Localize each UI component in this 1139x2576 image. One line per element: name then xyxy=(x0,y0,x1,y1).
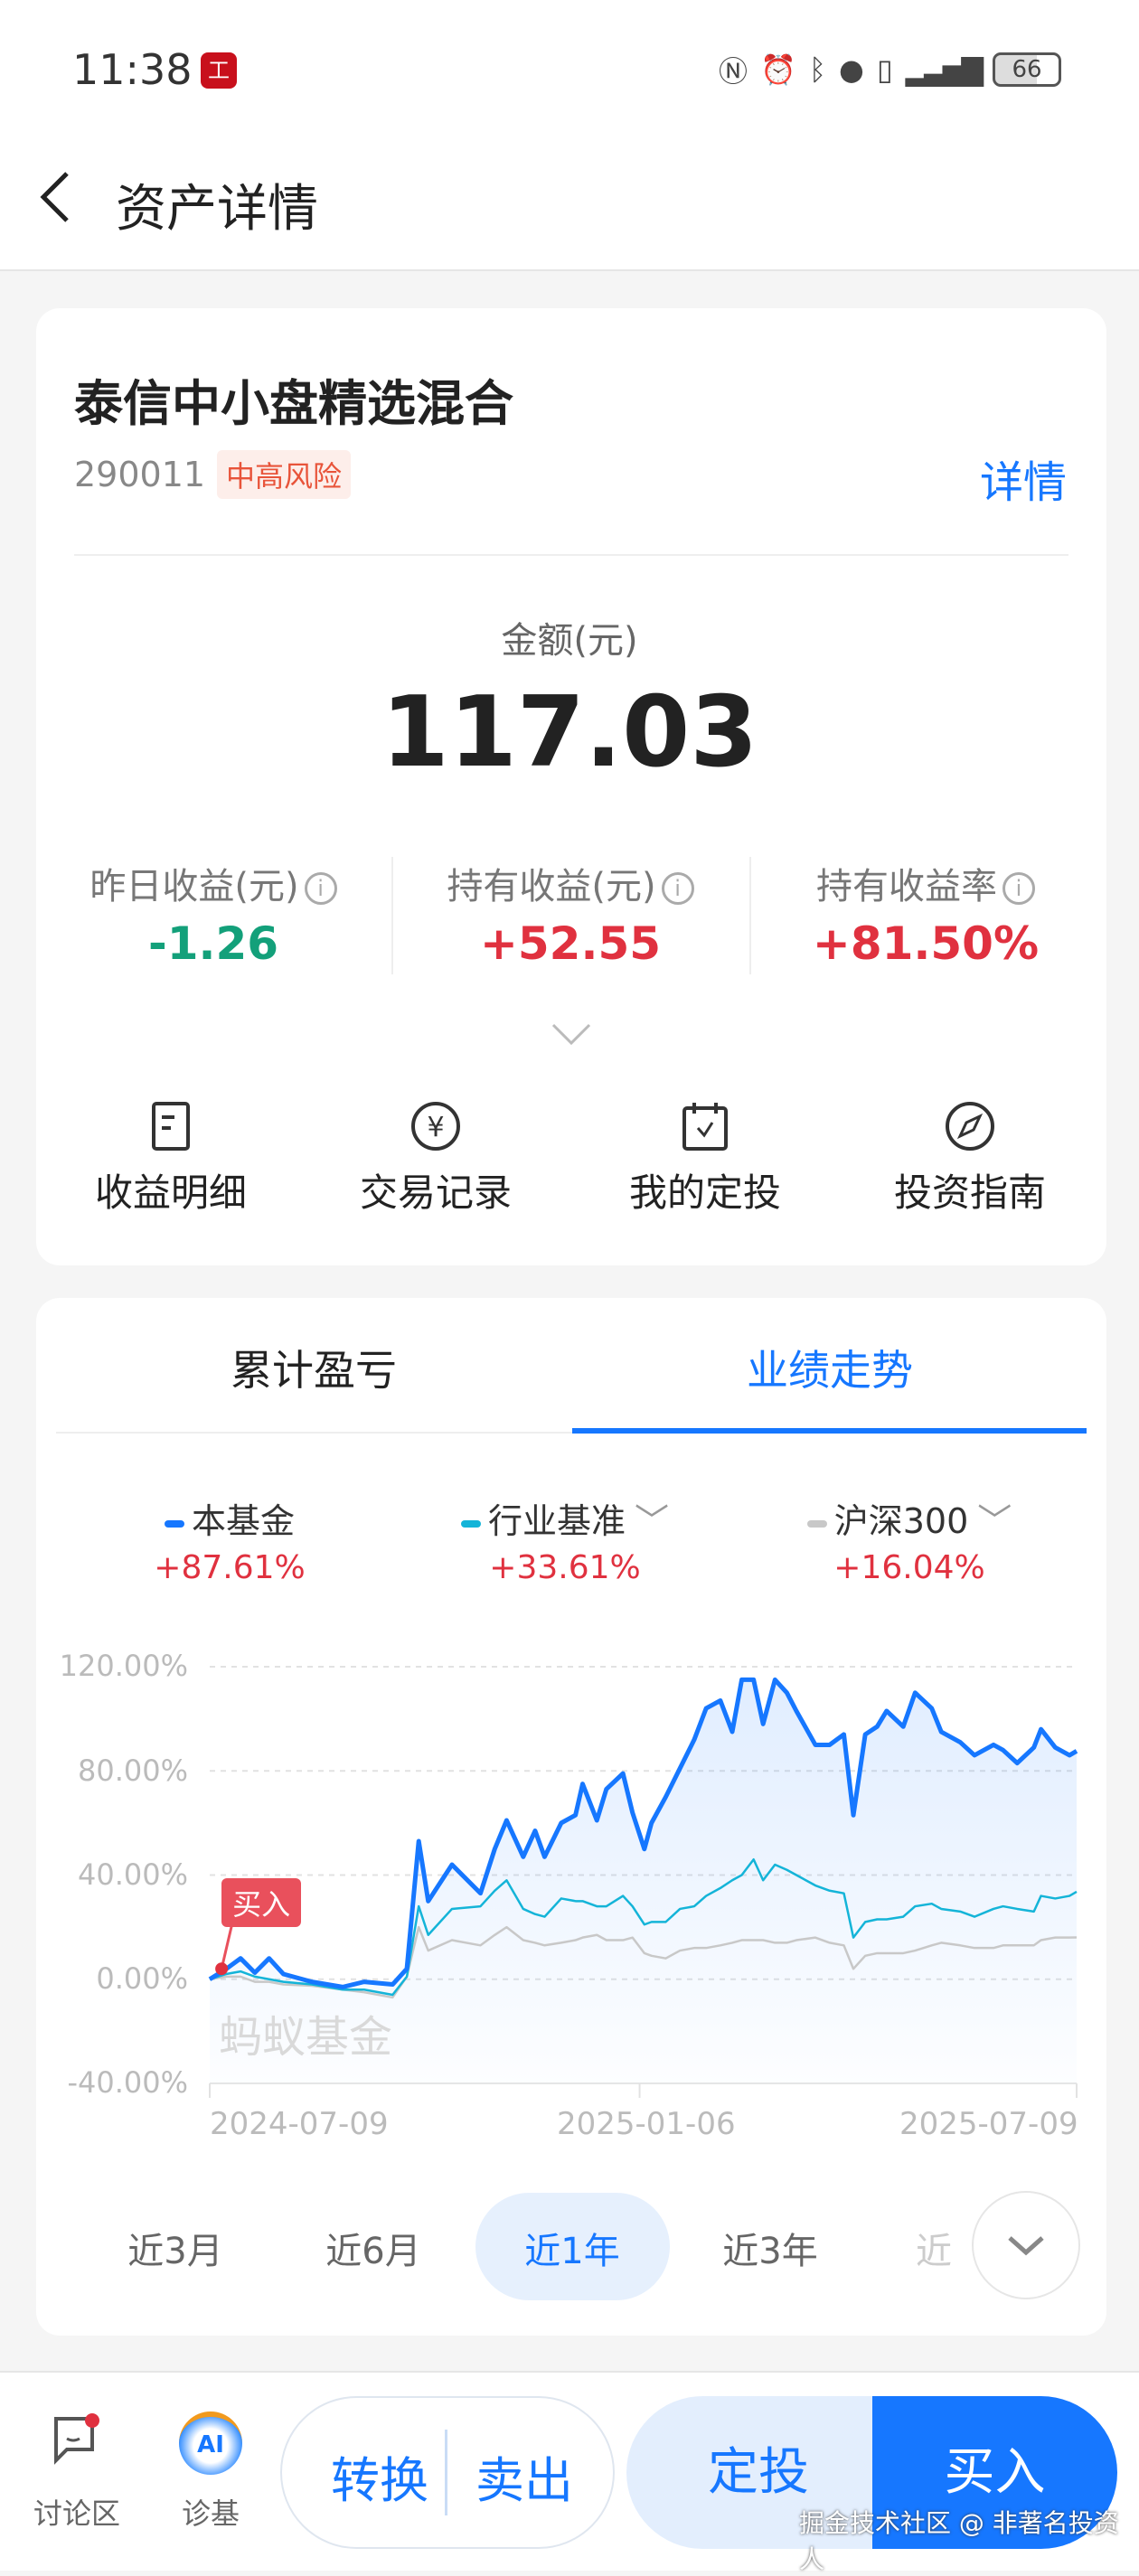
series-line-fund xyxy=(208,1677,1078,1989)
stat-label: 昨日收益(元) xyxy=(89,866,299,907)
stat-holding-label: 持有收益(元) i xyxy=(394,857,747,909)
expand-chevron-icon[interactable] xyxy=(551,1023,591,1050)
period-3m[interactable]: 近3月 xyxy=(127,2231,223,2272)
chart-watermark: 蚂蚁基金 xyxy=(219,2012,393,2063)
period-3y[interactable]: 近3年 xyxy=(722,2231,818,2272)
legend-csi300[interactable]: 沪深300 ﹀ xyxy=(738,1493,1081,1543)
legend-swatch xyxy=(806,1519,827,1528)
top-bar xyxy=(0,0,1139,271)
source-watermark: 掘金技术社区 @ 非著名投资人 xyxy=(799,2508,1119,2574)
bank-app-icon: 工 xyxy=(201,52,237,89)
x-tick-label: 2024-07-09 xyxy=(210,2106,389,2142)
performance-chart xyxy=(208,1666,1078,2098)
calendar-check-icon xyxy=(588,1101,823,1152)
sip-buy-group: 定投 买入 xyxy=(626,2396,1117,2549)
legend-swatch xyxy=(460,1519,481,1528)
bluetooth-icon: ᛒ xyxy=(808,52,827,87)
period-6m[interactable]: 近6月 xyxy=(325,2231,421,2272)
buy-button[interactable]: 买入 xyxy=(872,2396,1117,2549)
legend-swatch xyxy=(164,1519,184,1528)
detail-link[interactable]: 详情 xyxy=(979,457,1067,508)
stat-yesterday-value: -1.26 xyxy=(147,917,279,970)
period-more[interactable]: 近 xyxy=(916,2231,952,2272)
location-icon: ● xyxy=(839,52,864,87)
y-tick-label: 0.00% xyxy=(96,1961,188,1996)
y-tick-label: 120.00% xyxy=(59,1649,188,1683)
divider xyxy=(445,2430,447,2515)
nfc-icon: Ⓝ xyxy=(718,54,748,89)
diagnose-label[interactable]: 诊基 xyxy=(181,2496,240,2531)
amount-value: 117.03 xyxy=(381,676,758,789)
buy-marker-dot xyxy=(215,1962,229,1976)
active-tab-indicator xyxy=(572,1428,1087,1434)
legend-industry[interactable]: 行业基准 ﹀ xyxy=(393,1493,737,1543)
y-tick-label: 40.00% xyxy=(77,1857,188,1892)
back-button[interactable] xyxy=(36,170,72,224)
x-tick-label: 2025-01-06 xyxy=(557,2106,736,2142)
convert-sell-group xyxy=(280,2396,615,2549)
fund-name: 泰信中小盘精选混合 xyxy=(74,375,513,432)
status-icons: Ⓝ ⏰ ᛒ ● ▯ ▂▃▅▇ 66 xyxy=(719,49,1061,90)
y-tick-label: -40.00% xyxy=(67,2065,188,2100)
divider xyxy=(391,857,393,974)
compass-icon xyxy=(852,1101,1087,1152)
chevron-left-icon xyxy=(40,172,69,222)
sip-button[interactable]: 定投 xyxy=(626,2396,872,2549)
action-trade-records[interactable]: 交易记录 xyxy=(359,1170,512,1215)
tab-performance-trend[interactable]: 业绩走势 xyxy=(747,1346,913,1395)
chevron-down-icon: ﹀ xyxy=(977,1501,1012,1541)
amount-label: 金额(元) xyxy=(501,620,638,662)
legend-label: 本基金 xyxy=(191,1501,295,1541)
chevron-down-icon: ﹀ xyxy=(635,1501,670,1541)
period-active-pill xyxy=(475,2193,670,2300)
legend-industry-value: +33.61% xyxy=(489,1549,641,1586)
x-tick-label: 2025-07-09 xyxy=(899,2106,1078,2142)
divider xyxy=(74,554,1068,556)
signal-icon: ▂▃▅▇ xyxy=(905,52,984,87)
action-income-detail[interactable]: 收益明细 xyxy=(94,1170,247,1215)
tab-cumulative-pnl[interactable]: 累计盈亏 xyxy=(231,1346,397,1395)
info-icon[interactable]: i xyxy=(1003,872,1035,905)
expand-periods-button[interactable] xyxy=(972,2191,1080,2299)
alarm-icon: ⏰ xyxy=(759,52,796,87)
stat-rate-label: 持有收益率 i xyxy=(749,857,1102,909)
battery-icon: 66 xyxy=(993,52,1061,87)
tab-divider xyxy=(56,1432,1087,1434)
status-time: 11:38 xyxy=(72,45,193,94)
svg-text:¥: ¥ xyxy=(427,1112,444,1143)
holding-card xyxy=(36,308,1106,1265)
legend-fund-value: +87.61% xyxy=(154,1549,306,1586)
sell-button[interactable]: 卖出 xyxy=(475,2452,573,2509)
legend-csi300-value: +16.04% xyxy=(833,1549,985,1586)
legend-label: 行业基准 xyxy=(487,1501,626,1541)
stat-yesterday-label: 昨日收益(元) i xyxy=(37,857,390,909)
info-icon[interactable]: i xyxy=(304,872,337,905)
page-title: 资产详情 xyxy=(116,180,318,239)
legend-label: 沪深300 xyxy=(833,1501,969,1541)
ai-diagnose-icon[interactable]: AI xyxy=(179,2411,242,2475)
document-icon xyxy=(53,1101,288,1152)
legend-fund: 本基金 xyxy=(58,1493,401,1543)
convert-button[interactable]: 转换 xyxy=(331,2452,428,2509)
y-tick-label: 80.00% xyxy=(77,1753,188,1788)
info-icon[interactable]: i xyxy=(661,872,694,905)
fund-code: 290011 xyxy=(74,455,206,494)
discuss-label[interactable]: 讨论区 xyxy=(33,2496,120,2531)
chevron-down-icon xyxy=(1008,2236,1044,2256)
period-1y[interactable]: 近1年 xyxy=(524,2231,620,2272)
stat-rate-value: +81.50% xyxy=(812,917,1040,970)
action-invest-guide[interactable]: 投资指南 xyxy=(893,1170,1046,1215)
yen-circle-icon: ¥ xyxy=(318,1101,553,1152)
discuss-icon[interactable] xyxy=(51,2413,99,2469)
stat-label: 持有收益(元) xyxy=(447,866,656,907)
stat-holding-value: +52.55 xyxy=(479,917,662,970)
stat-label: 持有收益率 xyxy=(816,866,997,907)
vibrate-icon: ▯ xyxy=(876,52,893,87)
action-my-sip[interactable]: 我的定投 xyxy=(628,1170,781,1215)
divider xyxy=(749,857,751,974)
risk-badge: 中高风险 xyxy=(217,450,352,499)
buy-marker-label: 买入 xyxy=(221,1878,302,1928)
